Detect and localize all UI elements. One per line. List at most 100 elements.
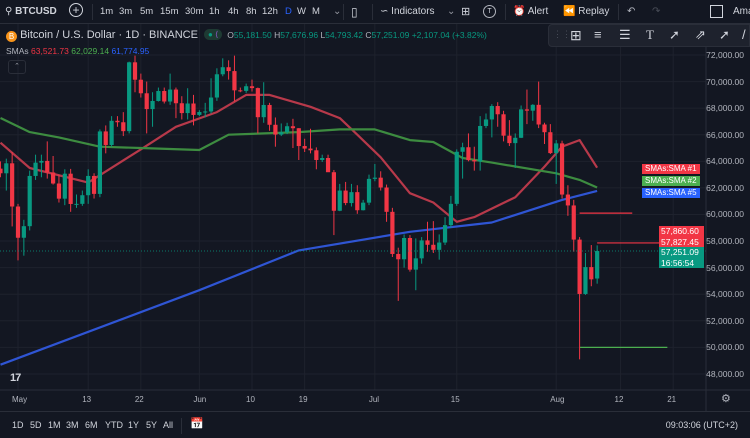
candle-body [255,88,260,118]
close-key: C [365,30,372,40]
candle-body [10,163,15,207]
symbol-search[interactable]: ⚲ BTCUSD [5,5,57,19]
clock-timezone[interactable]: 09:03:06 (UTC+2) [665,420,738,430]
range-YTD[interactable]: YTD [105,420,123,430]
candle [33,154,38,180]
timeframe-4h[interactable]: 4h [228,6,239,17]
redo-icon[interactable]: ↷ [652,6,661,17]
candle [27,170,32,231]
time-label: 21 [667,395,677,404]
candle [489,104,494,138]
high-key: H [274,30,281,40]
candle [349,183,354,207]
timeframe-5m[interactable]: 5m [140,6,154,17]
range-5D[interactable]: 5D [30,420,42,430]
replay-button[interactable]: ⏪ Replay [563,5,609,19]
candle [372,163,377,182]
timeframe-D[interactable]: D [285,6,292,17]
more-tools-icon[interactable]: / [742,27,746,42]
trend-line-icon[interactable]: ➚ [719,27,730,42]
indicators-chevron-icon[interactable]: ⌄ [447,6,456,17]
collapse-legend-chevron-up-icon[interactable]: ˆ [8,60,26,74]
candle [507,120,512,147]
timeframe-1m[interactable]: 1m [100,6,114,17]
timeframe-8h[interactable]: 8h [246,6,257,17]
candle-body [442,225,448,243]
timeframe-1h[interactable]: 1h [209,6,220,17]
candle-body [402,238,407,260]
layout-grid-icon[interactable]: ⊞ [461,6,471,18]
candle [483,113,489,129]
candle-body [156,91,161,101]
price-label: 50,000.00 [706,342,744,353]
candle [314,147,319,170]
range-6M[interactable]: 6M [85,420,98,430]
sma-line-1 [0,93,599,223]
timeframe-30m[interactable]: 30m [185,6,204,17]
candle-body [39,160,44,163]
go-to-date-calendar-icon[interactable]: 📅 [190,418,204,430]
tradingview-logo-icon[interactable]: 17 [10,372,21,384]
range-3M[interactable]: 3M [66,420,79,430]
candle [185,88,190,120]
candle-body [144,93,149,110]
undo-icon[interactable]: ↶ [627,6,636,17]
timeframe-12h[interactable]: 12h [262,6,278,17]
add-symbol-icon[interactable]: + [69,3,83,17]
timeframe-W[interactable]: W [297,6,306,17]
indicators-label: Indicators [391,6,435,17]
candle-body [45,160,50,173]
candle-body [68,173,73,204]
parallel-channel-icon[interactable]: ☰ [619,27,631,42]
replay-label: Replay [578,6,610,17]
fib-retracement-icon[interactable]: ≡ [594,27,602,42]
range-All[interactable]: All [163,420,174,430]
sma-legend[interactable]: SMAs 63,521.73 62,029.14 61,774.95 [6,46,149,57]
alert-button[interactable]: ⏰ Alert [513,5,548,19]
ray-tool-icon[interactable]: ➚ [669,27,680,42]
range-1D[interactable]: 1D [12,420,24,430]
candle-body [337,190,342,211]
text-tool-icon[interactable]: T [646,27,654,42]
templates-icon[interactable]: T [483,5,496,18]
candle [127,61,132,134]
time-label: 22 [134,395,144,404]
indicators-button[interactable]: ∽ Indicators [380,5,435,19]
price-label: 56,000.00 [706,262,744,273]
bar-countdown: 16:56:54 [659,257,704,268]
candle-body [472,160,477,162]
fullscreen-icon[interactable] [710,5,723,18]
price-chart[interactable] [0,24,750,411]
candle [425,221,430,252]
account-label[interactable]: Ama [733,6,750,17]
symbol-title[interactable]: Bitcoin / U.S. Dollar · 1D · BINANCE [20,29,198,41]
range-1M[interactable]: 1M [48,420,61,430]
market-status-pill[interactable]: ● ⟨ [204,29,223,40]
candle [390,207,395,258]
candle-body [361,202,366,211]
sma-line-2 [0,117,598,189]
timeframe-15m[interactable]: 15m [160,6,179,17]
share-icon: ⟨ [215,30,219,39]
candle [62,169,67,206]
timeframe-M[interactable]: M [312,6,320,17]
candle [431,221,436,254]
range-5Y[interactable]: 5Y [146,420,158,430]
candle-type-icon[interactable]: ▯ [351,5,358,19]
last-price-tag: 57,251.09 [659,247,704,258]
candle-body [232,71,237,91]
timeframe-3m[interactable]: 3m [119,6,133,17]
candle-body [448,203,453,226]
timeframe-dropdown-chevron-icon[interactable]: ⌄ [333,6,342,17]
measure-box-icon[interactable]: ⊞ [570,27,582,43]
candle [238,87,243,93]
candle [524,89,530,125]
drag-handle-icon[interactable]: ⋮⋮ [553,29,571,39]
candle [519,105,524,139]
candle [273,117,278,147]
arrow-tool-icon[interactable]: ⇗ [695,27,706,42]
open-key: O [227,30,234,40]
settings-gear-icon[interactable]: ⚙ [721,393,731,405]
range-1Y[interactable]: 1Y [128,420,140,430]
alarm-clock-icon: ⏰ [513,6,526,17]
